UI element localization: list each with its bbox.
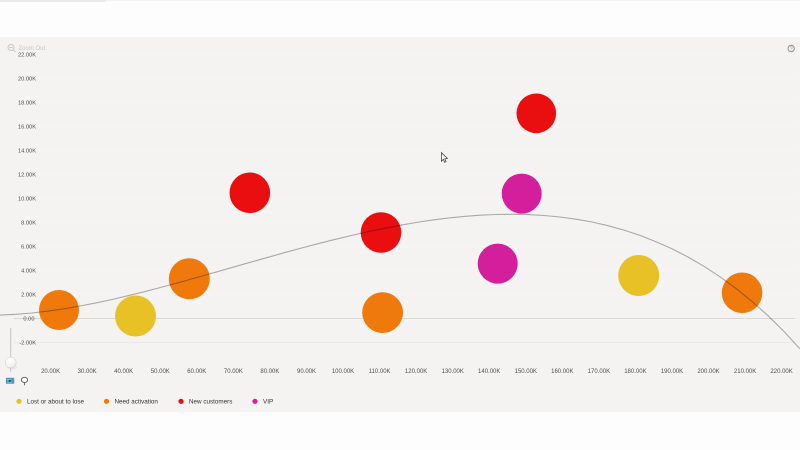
- svg-text:140.00K: 140.00K: [478, 369, 500, 375]
- svg-text:160.00K: 160.00K: [551, 369, 573, 375]
- svg-text:2.00K: 2.00K: [21, 293, 36, 299]
- svg-text:170.00K: 170.00K: [588, 369, 610, 375]
- svg-text:-2.00K: -2.00K: [19, 341, 36, 347]
- svg-text:200.00K: 200.00K: [697, 369, 719, 375]
- svg-text:Lost or about to lose: Lost or about to lose: [27, 399, 85, 406]
- svg-text:20.00K: 20.00K: [41, 369, 60, 375]
- svg-text:90.00K: 90.00K: [297, 369, 316, 375]
- svg-text:20.00K: 20.00K: [18, 77, 36, 83]
- svg-text:12.00K: 12.00K: [18, 173, 36, 179]
- svg-text:60.00K: 60.00K: [187, 369, 206, 375]
- svg-text:?: ?: [790, 47, 793, 53]
- svg-text:70.00K: 70.00K: [224, 369, 243, 375]
- svg-text:100.00K: 100.00K: [332, 369, 354, 375]
- svg-text:220.00K: 220.00K: [770, 369, 792, 375]
- svg-text:18.00K: 18.00K: [18, 101, 36, 107]
- svg-text:0.00: 0.00: [23, 317, 34, 323]
- svg-text:Need activation: Need activation: [115, 399, 159, 406]
- svg-text:130.00K: 130.00K: [442, 369, 464, 375]
- svg-text:New customers: New customers: [189, 399, 232, 406]
- svg-text:40.00K: 40.00K: [114, 369, 133, 375]
- svg-text:150.00K: 150.00K: [515, 369, 537, 375]
- svg-text:110.00K: 110.00K: [369, 369, 391, 375]
- svg-text:180.00K: 180.00K: [624, 369, 646, 375]
- svg-text:22.00K: 22.00K: [18, 53, 36, 59]
- svg-text:16.00K: 16.00K: [18, 125, 36, 131]
- svg-text:80.00K: 80.00K: [260, 369, 279, 375]
- svg-text:14.00K: 14.00K: [18, 149, 36, 155]
- svg-text:30.00K: 30.00K: [78, 369, 97, 375]
- svg-text:120.00K: 120.00K: [405, 369, 427, 375]
- svg-text:50.00K: 50.00K: [151, 369, 170, 375]
- svg-text:4.00K: 4.00K: [21, 269, 36, 275]
- svg-text:190.00K: 190.00K: [661, 369, 683, 375]
- svg-text:Zoom Out: Zoom Out: [19, 46, 46, 52]
- svg-text:8.00K: 8.00K: [21, 221, 36, 227]
- svg-text:210.00K: 210.00K: [734, 369, 756, 375]
- svg-text:10.00K: 10.00K: [18, 197, 36, 203]
- svg-text:VIP: VIP: [263, 399, 273, 406]
- svg-text:6.00K: 6.00K: [21, 245, 36, 251]
